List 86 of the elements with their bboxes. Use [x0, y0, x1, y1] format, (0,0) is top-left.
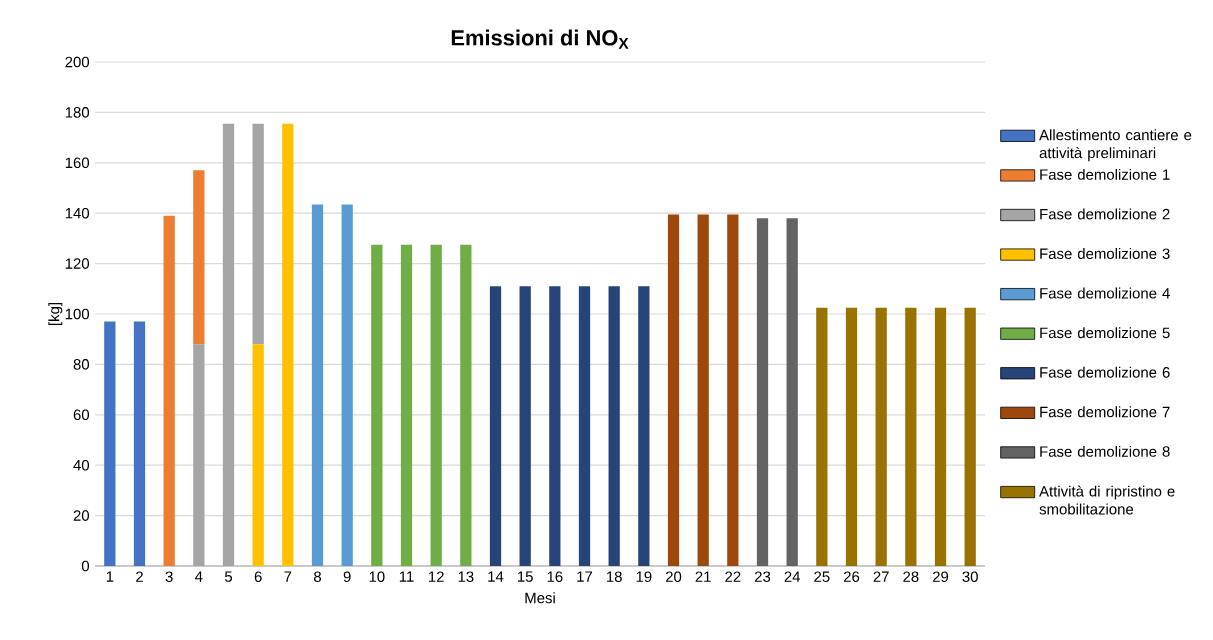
x-tick-label: 12 [428, 571, 444, 582]
bar [905, 307, 917, 566]
legend-label: Fase demolizione 6 [1040, 366, 1170, 378]
x-tick-label: 26 [843, 571, 860, 582]
bar [252, 344, 264, 566]
x-axis-title: Mesi [525, 592, 555, 604]
bar [163, 215, 175, 566]
y-tick-label: 120 [65, 258, 90, 269]
bar [845, 307, 858, 566]
bar [519, 286, 531, 566]
bar [311, 204, 324, 566]
legend-label: Fase demolizione 2 [1040, 208, 1170, 220]
bar [964, 307, 976, 566]
x-tick-label: 9 [343, 571, 351, 582]
bar [460, 244, 472, 566]
bar [193, 170, 205, 345]
bar [816, 307, 828, 566]
bar [727, 214, 739, 566]
legend-label: Fase demolizione 7 [1040, 406, 1170, 418]
bar [549, 286, 561, 566]
bar [756, 218, 769, 566]
bar [282, 123, 294, 566]
bar [341, 204, 353, 566]
x-tick-label: 14 [488, 571, 504, 582]
y-tick-label: 40 [73, 459, 90, 471]
bar [489, 286, 502, 566]
legend-label: Fase demolizione 8 [1040, 445, 1170, 457]
bar [786, 218, 798, 566]
legend-label: Fase demolizione 4 [1040, 287, 1170, 299]
x-tick-label: 25 [814, 571, 830, 582]
y-tick-label: 60 [73, 409, 90, 421]
legend-label: Fase demolizione 1 [1040, 168, 1170, 180]
bar [252, 123, 264, 345]
x-tick-label: 20 [665, 571, 682, 582]
x-tick-label: 17 [577, 571, 593, 582]
x-tick-label: 24 [784, 571, 801, 582]
y-tick-label: 160 [65, 157, 90, 169]
x-tick-label: 6 [254, 571, 262, 582]
y-tick-label: 80 [73, 359, 90, 370]
x-tick-label: 10 [369, 571, 385, 582]
bar [934, 307, 947, 566]
bar [578, 286, 591, 566]
chart-title: Emissioni di NO$_{X}$ [451, 29, 629, 49]
y-tick-label: 200 [65, 56, 90, 68]
legend-label: Fase demolizione 5 [1040, 327, 1170, 339]
bar [875, 307, 887, 566]
y-tick-label: 180 [65, 107, 90, 118]
y-axis-title: [kg] [48, 303, 63, 325]
x-tick-label: 2 [136, 571, 143, 582]
x-tick-label: 16 [547, 571, 563, 582]
x-tick-label: 19 [636, 571, 652, 582]
bar [697, 214, 709, 566]
x-tick-label: 4 [195, 571, 203, 582]
bar [104, 321, 116, 566]
x-tick-label: 22 [725, 571, 741, 582]
x-tick-label: 13 [458, 571, 474, 582]
legend-label: Attività di ripristino e smobilitazione [1039, 485, 1175, 515]
x-tick-label: 30 [962, 571, 978, 582]
bar [638, 286, 650, 566]
bar [133, 321, 146, 566]
x-tick-label: 7 [284, 571, 292, 582]
x-tick-label: 3 [165, 571, 173, 582]
y-tick-label: 0 [81, 560, 90, 572]
legend-label: Allestimento cantiere e attività preliminari [1039, 129, 1192, 162]
x-tick-label: 23 [754, 571, 771, 582]
x-tick-label: 1 [106, 571, 114, 582]
bar [667, 214, 680, 566]
x-tick-label: 15 [517, 571, 533, 582]
x-tick-label: 21 [695, 571, 711, 582]
bar [400, 244, 413, 566]
x-tick-label: 11 [399, 571, 414, 582]
bar [371, 244, 383, 566]
x-tick-label: 8 [314, 571, 321, 582]
x-tick-label: 27 [873, 571, 889, 582]
bar [430, 244, 442, 566]
legend-label: Fase demolizione 3 [1040, 248, 1170, 259]
x-tick-label: 5 [224, 571, 233, 582]
bar [608, 286, 620, 566]
bar [193, 344, 205, 566]
x-tick-label: 18 [606, 571, 622, 582]
y-tick-label: 140 [65, 207, 90, 219]
x-tick-label: 29 [932, 571, 949, 582]
bar [222, 123, 235, 566]
y-tick-label: 20 [73, 510, 90, 521]
y-tick-label: 100 [65, 308, 90, 320]
x-tick-label: 28 [903, 571, 919, 582]
